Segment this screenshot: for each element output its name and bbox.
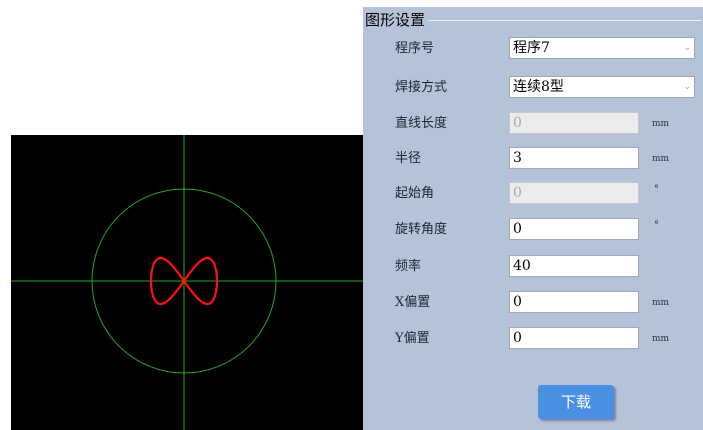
welding-mode-label: 焊接方式 (395, 80, 448, 95)
welding-mode-select[interactable]: 连续8型 ⌄ (509, 76, 695, 98)
shape-settings-panel: 图形设置 程序号 程序7 ⌄ 焊接方式 连续8型 ⌄ 直线长度 0 mm 半径 (363, 7, 703, 430)
rotation-angle-label: 旋转角度 (395, 222, 448, 237)
radius-unit: mm (652, 154, 670, 164)
welding-mode-value: 连续8型 (513, 79, 564, 95)
line-length-label: 直线长度 (395, 116, 448, 131)
start-angle-label: 起始角 (395, 186, 435, 201)
radius-label: 半径 (395, 151, 422, 166)
line-length-input[interactable]: 0 (509, 112, 639, 134)
x-offset-row: X偏置 0 mm (363, 291, 703, 315)
program-number-row: 程序号 程序7 ⌄ (363, 37, 703, 61)
chevron-down-icon: ⌄ (683, 43, 691, 53)
radius-input[interactable]: 3 (509, 147, 639, 169)
rotation-angle-row: 旋转角度 0 ° (363, 218, 703, 242)
x-offset-unit: mm (652, 298, 670, 308)
group-box-line (423, 20, 701, 21)
y-offset-unit: mm (652, 334, 670, 344)
y-offset-label: Y偏置 (395, 331, 430, 346)
x-offset-label: X偏置 (395, 295, 431, 310)
radius-row: 半径 3 mm (363, 147, 703, 171)
group-box-header: 图形设置 (363, 11, 701, 29)
frequency-row: 频率 40 (363, 255, 703, 279)
shape-preview-canvas (11, 135, 363, 430)
boundary-circle (91, 188, 277, 374)
start-angle-input[interactable]: 0 (509, 182, 639, 204)
start-angle-unit: ° (654, 184, 659, 195)
line-length-unit: mm (652, 119, 670, 129)
chevron-down-icon: ⌄ (683, 82, 691, 92)
preview-svg (11, 135, 363, 430)
program-number-select[interactable]: 程序7 ⌄ (509, 37, 695, 59)
start-angle-row: 起始角 0 ° (363, 182, 703, 206)
line-length-row: 直线长度 0 mm (363, 112, 703, 136)
download-button[interactable]: 下载 (538, 385, 614, 419)
rotation-angle-unit: ° (654, 220, 659, 231)
y-offset-row: Y偏置 0 mm (363, 327, 703, 351)
figure-eight-curve (149, 256, 219, 306)
rotation-angle-input[interactable]: 0 (509, 218, 639, 240)
frequency-label: 频率 (395, 259, 422, 274)
x-offset-input[interactable]: 0 (509, 291, 639, 313)
frequency-input[interactable]: 40 (509, 255, 639, 277)
program-number-value: 程序7 (513, 40, 550, 56)
welding-mode-row: 焊接方式 连续8型 ⌄ (363, 76, 703, 100)
group-box-title: 图形设置 (365, 11, 429, 29)
program-number-label: 程序号 (395, 41, 435, 56)
y-offset-input[interactable]: 0 (509, 327, 639, 349)
